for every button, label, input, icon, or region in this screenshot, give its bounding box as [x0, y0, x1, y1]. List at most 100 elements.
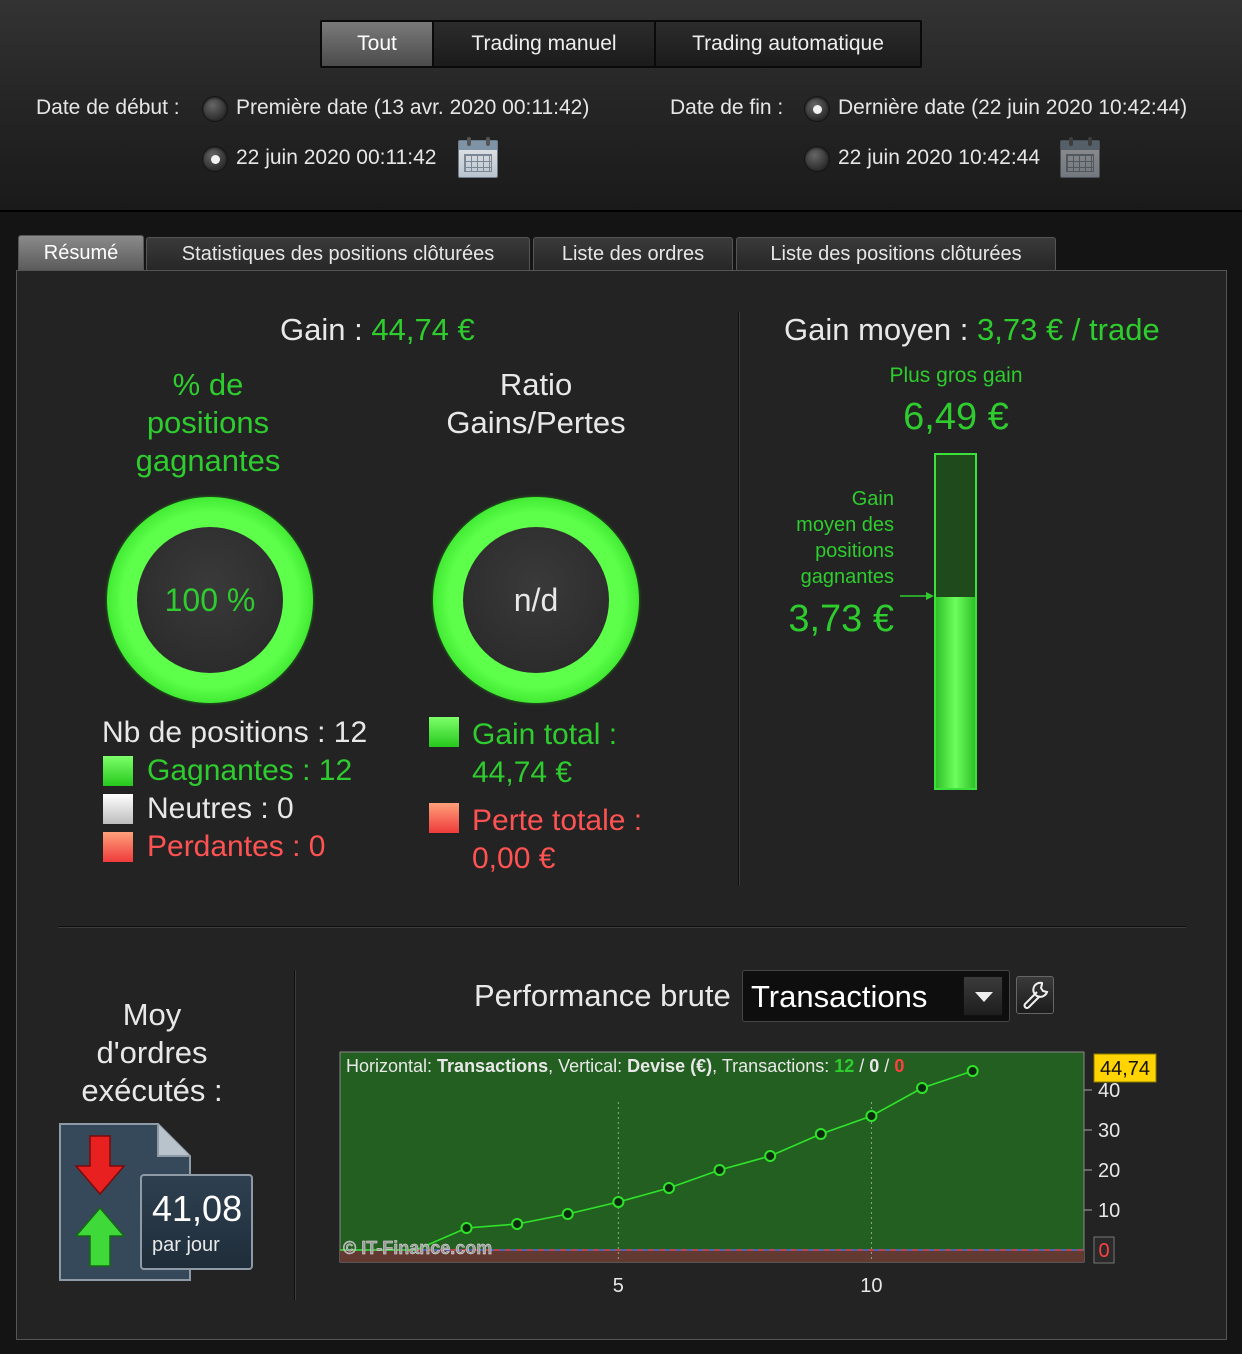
tx-neutral-count: 0	[869, 1056, 879, 1076]
green-swatch	[102, 755, 134, 787]
y-tick-label: 10	[1098, 1200, 1120, 1222]
data-point	[814, 1128, 827, 1140]
x-axis: 5 10	[613, 1102, 883, 1297]
biggest-gain-value: 6,49 €	[903, 396, 1009, 438]
legend-neutral: Neutres : 0	[102, 792, 294, 826]
data-point	[662, 1182, 675, 1194]
data-point	[916, 1082, 929, 1094]
wrench-icon[interactable]	[1016, 976, 1054, 1014]
segment-manual-trading[interactable]: Trading manuel	[434, 22, 656, 66]
plot-area	[339, 1051, 1085, 1263]
zero-badge	[1093, 1236, 1115, 1264]
zero-badge-text: 0	[1098, 1240, 1109, 1262]
avg-win-label: Gain moyen des positions gagnantes	[760, 486, 894, 590]
avg-win-label-line3: positions	[815, 540, 894, 562]
end-custom-date-text: 22 juin 2020 10:42:44	[838, 146, 1041, 169]
start-calendar-icon[interactable]	[458, 137, 498, 178]
tab-closed-position-stats[interactable]: Statistiques des positions clôturées	[146, 237, 530, 271]
chart-header-h-axis: Transactions	[437, 1056, 548, 1076]
gain-points	[460, 1065, 979, 1234]
start-date-label: Date de début :	[36, 96, 180, 119]
gain-label: Gain :	[280, 312, 363, 347]
tx-win-count: 12	[834, 1056, 854, 1076]
end-last-date-radio[interactable]	[804, 96, 830, 122]
total-gain-label: Gain total :	[472, 718, 618, 751]
segment-automatic-trading[interactable]: Trading automatique	[656, 22, 920, 66]
end-custom-date-radio[interactable]	[804, 146, 830, 172]
data-point	[460, 1222, 473, 1234]
chart-header-prefix: Horizontal:	[346, 1056, 437, 1076]
win-pct-title-line1: % de	[172, 367, 244, 402]
orders-per-day-value: 41,08	[152, 1188, 243, 1229]
ratio-value: n/d	[463, 527, 609, 673]
legend-losers: Perdantes : 0	[102, 830, 325, 864]
tab-closed-position-list[interactable]: Liste des positions clôturées	[736, 237, 1056, 271]
performance-axis-select[interactable]: Transactions	[742, 970, 1010, 1022]
y-axis: 10 20 30 40	[1084, 1080, 1120, 1222]
avg-orders-title-line1: Moy	[122, 997, 182, 1032]
y-tick-label: 40	[1098, 1080, 1120, 1102]
positions-count: Nb de positions : 12	[102, 716, 368, 749]
avg-orders-title-line3: exécutés :	[81, 1073, 223, 1108]
total-loss-swatch	[428, 802, 460, 834]
data-point	[865, 1110, 878, 1122]
chevron-down-icon[interactable]	[963, 976, 1003, 1016]
total-loss-label: Perte totale :	[472, 804, 643, 837]
data-point	[966, 1065, 979, 1078]
end-calendar-icon[interactable]	[1060, 137, 1100, 178]
bottom-vertical-divider	[294, 970, 296, 1300]
losers-text: Perdantes : 0	[147, 830, 326, 863]
segment-all[interactable]: Tout	[322, 22, 434, 66]
mode-segmented-control: Tout Trading manuel Trading automatique	[320, 20, 922, 68]
gain-title: Gain : 44,74 €	[280, 312, 475, 348]
gain-value: 44,74 €	[371, 312, 475, 347]
data-point	[764, 1150, 777, 1162]
ratio-title-line2: Gains/Pertes	[446, 405, 626, 440]
start-custom-date-radio[interactable]	[202, 146, 228, 172]
performance-chart: 5 10 10 20 30 40 © IT-Finance.com Horizontal…	[339, 1051, 1157, 1297]
data-point	[612, 1196, 625, 1208]
avg-win-label-line4: gagnantes	[800, 566, 894, 588]
total-gain-swatch	[428, 716, 460, 748]
y-tick-label: 20	[1098, 1160, 1120, 1182]
total-loss: Perte totale : 0,00 €	[472, 802, 642, 878]
avg-orders-title: Moy d'ordres exécutés :	[60, 996, 244, 1110]
chart-header-mid: , Vertical:	[548, 1056, 627, 1076]
white-swatch	[102, 793, 134, 825]
avg-gain-gauge	[934, 453, 977, 790]
data-point	[561, 1208, 574, 1220]
avg-win-arrow-icon	[900, 592, 934, 600]
last-value-badge-text: 44,74	[1100, 1058, 1150, 1080]
avg-win-value: 3,73 €	[788, 598, 894, 640]
winners-text: Gagnantes : 12	[147, 754, 353, 787]
legend-winners: Gagnantes : 12	[102, 754, 352, 788]
avg-gain-title: Gain moyen : 3,73 € / trade	[784, 312, 1160, 348]
tab-summary[interactable]: Résumé	[18, 235, 144, 271]
negative-area	[340, 1250, 1084, 1262]
tx-sep-1: /	[854, 1056, 869, 1076]
start-first-date-radio[interactable]	[202, 96, 228, 122]
neutral-text: Neutres : 0	[147, 792, 294, 825]
performance-title: Performance brute	[474, 978, 731, 1013]
x-tick-label: 10	[860, 1275, 882, 1297]
tx-loss-count: 0	[894, 1056, 904, 1076]
tab-order-list[interactable]: Liste des ordres	[533, 237, 733, 271]
orders-per-day-box: 41,08 par jour	[140, 1174, 253, 1270]
win-pct-ring: 100 %	[107, 497, 313, 703]
biggest-gain-label: Plus gros gain	[889, 364, 1023, 387]
avg-gain-value: 3,73 € / trade	[977, 312, 1160, 347]
avg-win-label-line2: moyen des	[796, 514, 894, 536]
performance-axis-value: Transactions	[751, 979, 928, 1014]
vertical-divider	[738, 312, 740, 886]
red-swatch	[102, 831, 134, 863]
avg-gain-label: Gain moyen :	[784, 312, 969, 347]
total-gain: Gain total : 44,74 €	[472, 716, 617, 792]
x-tick-label: 5	[613, 1275, 624, 1297]
ratio-ring: n/d	[433, 497, 639, 703]
y-tick-label: 30	[1098, 1120, 1120, 1142]
win-pct-value: 100 %	[137, 527, 283, 673]
avg-gain-gauge-fill	[936, 596, 975, 788]
last-value-badge	[1093, 1053, 1157, 1083]
start-first-date-text: Première date (13 avr. 2020 00:11:42)	[236, 96, 590, 119]
ratio-title: Ratio Gains/Pertes	[426, 366, 646, 442]
